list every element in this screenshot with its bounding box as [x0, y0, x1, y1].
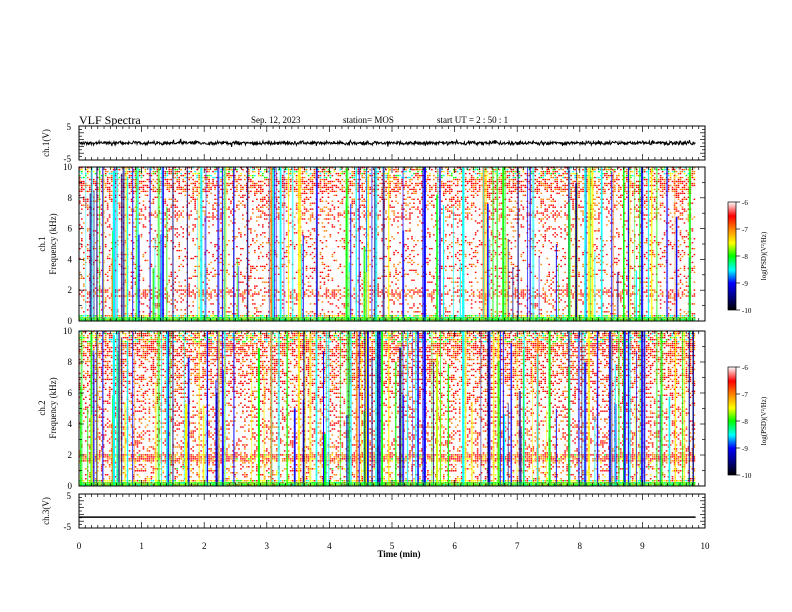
colorbar-tick-label: -6 [742, 364, 748, 372]
x-tick-label: 5 [390, 541, 395, 551]
colorbar-tick-label: -7 [742, 226, 748, 234]
freq-tick-label: 6 [68, 224, 73, 234]
ch1-ytick-top: 5 [67, 122, 72, 132]
ch1-ytick-bottom: -5 [64, 154, 72, 164]
ch1-colorbar-label: log(PSD)(V²/Hz) [760, 231, 768, 280]
freq-tick-label: 0 [68, 481, 73, 491]
x-tick-label: 8 [578, 541, 583, 551]
freq-tick-label: 8 [68, 193, 73, 203]
ch1-spectrogram-panel: 0 2 4 6 8 10 ch.1 Frequency (kHz) -6 -7 -8 -9 -10… [37, 162, 768, 326]
freq-tick-label: 2 [68, 285, 73, 295]
ch2-spec-ylabel-channel: ch.2 [37, 400, 47, 415]
x-tick-label: 10 [701, 541, 711, 551]
freq-tick-label: 4 [68, 254, 73, 264]
ch2-spectrogram-heatmap [79, 331, 696, 487]
x-tick-label: 7 [515, 541, 520, 551]
x-tick-label: 9 [640, 541, 645, 551]
ch2-spectrogram-panel: 0 2 4 6 8 10 ch.2 Frequency (kHz) -6 -7 -8 -9 -10… [37, 326, 768, 491]
ch1-ylabel: ch.1(V) [41, 129, 51, 157]
colorbar-tick-label: -7 [742, 391, 748, 399]
ch3-ytick-bottom: -5 [64, 522, 72, 532]
x-tick-label: 4 [327, 541, 332, 551]
ch2-spec-ylabel: Frequency (kHz) [48, 377, 58, 438]
ch2-colorbar-label: log(PSD)(V²/Hz) [760, 396, 768, 445]
x-tick-label: 3 [265, 541, 270, 551]
freq-tick-label: 10 [63, 326, 73, 336]
ch3-ytick-top: 5 [67, 491, 72, 501]
ch3-ylabel: ch.3(V) [41, 497, 51, 525]
ch1-colorbar [727, 201, 737, 311]
colorbar-tick-label: -10 [742, 472, 752, 480]
chart-title: VLF Spectra [79, 113, 141, 127]
ch1-spec-ylabel: Frequency (kHz) [48, 213, 58, 274]
freq-tick-label: 0 [68, 316, 73, 326]
ch1-spec-ylabel-channel: ch.1 [37, 236, 47, 251]
freq-tick-label: 10 [63, 162, 73, 172]
freq-tick-label: 8 [68, 357, 73, 367]
colorbar-tick-label: -6 [742, 199, 748, 207]
ch1-waveform-line [78, 138, 696, 148]
x-axis-tick-labels: 0 1 2 3 4 5 6 7 8 9 10 [77, 541, 710, 551]
x-tick-label: 0 [77, 541, 82, 551]
colorbar-tick-label: -8 [742, 418, 748, 426]
x-tick-label: 1 [139, 541, 144, 551]
colorbar-tick-label: -9 [742, 280, 748, 288]
station-label: station= MOS [343, 115, 394, 125]
start-time-label: start UT = 2 : 50 : 1 [437, 115, 509, 125]
x-axis-label: Time (min) [377, 549, 420, 559]
colorbar-tick-label: -8 [742, 253, 748, 261]
freq-tick-label: 4 [68, 419, 73, 429]
ch3-waveform-panel: 5 -5 ch.3(V) [41, 491, 706, 532]
x-tick-label: 2 [202, 541, 207, 551]
ch1-waveform-panel: 5 -5 ch.1(V) [41, 122, 706, 164]
ch2-colorbar [727, 366, 737, 476]
freq-tick-label: 2 [68, 450, 73, 460]
colorbar-tick-label: -9 [742, 445, 748, 453]
ch1-spectrogram-heatmap [79, 167, 696, 321]
x-tick-label: 6 [452, 541, 457, 551]
freq-tick-label: 6 [68, 388, 73, 398]
colorbar-tick-label: -10 [742, 307, 752, 315]
date-label: Sep. 12, 2023 [251, 115, 301, 125]
